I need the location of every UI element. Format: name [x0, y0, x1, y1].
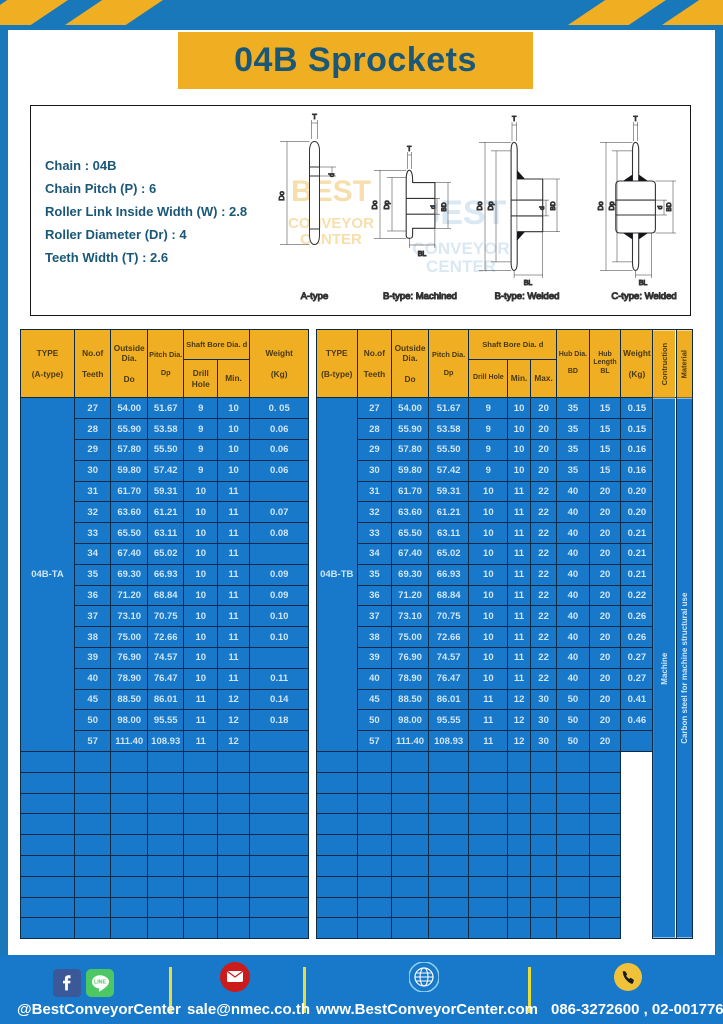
- svg-text:CENTER: CENTER: [426, 257, 496, 276]
- svg-text:T: T: [312, 112, 317, 121]
- svg-text:T: T: [407, 146, 412, 153]
- svg-text:BD: BD: [550, 201, 557, 210]
- svg-text:T: T: [633, 116, 638, 123]
- svg-text:Dp: Dp: [609, 201, 616, 210]
- svg-text:BL: BL: [418, 251, 427, 258]
- svg-text:Dp: Dp: [384, 200, 391, 209]
- svg-text:BEST: BEST: [291, 175, 371, 208]
- svg-text:B-type: Welded: B-type: Welded: [495, 291, 560, 302]
- svg-text:d: d: [539, 206, 546, 210]
- svg-text:A-type: A-type: [301, 291, 328, 302]
- svg-text:d: d: [430, 205, 437, 209]
- svg-text:BL: BL: [639, 280, 648, 287]
- svg-text:Do: Do: [477, 201, 484, 210]
- svg-text:Do: Do: [277, 191, 286, 201]
- svg-text:Do: Do: [372, 200, 379, 209]
- svg-text:B-type: Machined: B-type: Machined: [383, 291, 457, 302]
- svg-text:d: d: [329, 173, 336, 177]
- svg-text:T: T: [512, 116, 517, 123]
- svg-text:BD: BD: [666, 202, 673, 211]
- svg-text:BD: BD: [441, 202, 448, 211]
- svg-text:LINE: LINE: [94, 980, 107, 986]
- svg-text:Dp: Dp: [488, 201, 495, 210]
- svg-text:CONVEYOR: CONVEYOR: [288, 215, 374, 232]
- svg-text:C-type: Welded: C-type: Welded: [611, 291, 676, 302]
- svg-text:BL: BL: [524, 280, 533, 287]
- svg-text:Do: Do: [598, 201, 605, 210]
- svg-text:CONVEYOR: CONVEYOR: [412, 239, 509, 258]
- svg-text:d: d: [657, 205, 664, 209]
